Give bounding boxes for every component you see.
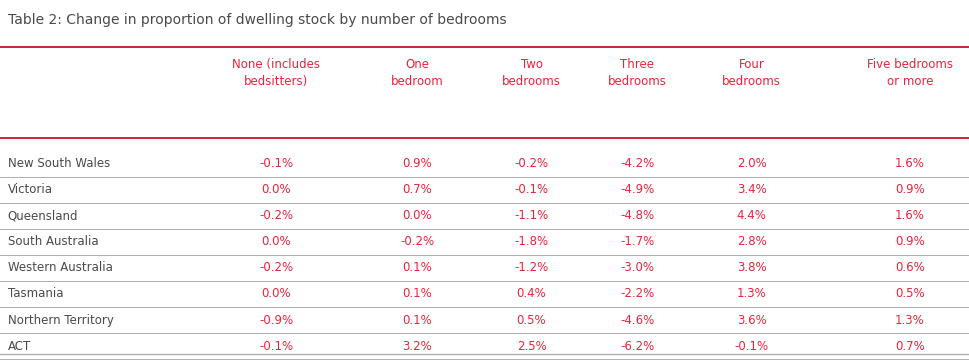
Text: -1.8%: -1.8%: [514, 235, 548, 248]
Text: 1.3%: 1.3%: [894, 313, 923, 327]
Text: Tasmania: Tasmania: [8, 287, 63, 300]
Text: 0.0%: 0.0%: [262, 183, 291, 196]
Text: South Australia: South Australia: [8, 235, 98, 248]
Text: Victoria: Victoria: [8, 183, 52, 196]
Text: 3.2%: 3.2%: [402, 340, 431, 353]
Text: -0.2%: -0.2%: [259, 261, 294, 274]
Text: -3.0%: -3.0%: [619, 261, 654, 274]
Text: -6.2%: -6.2%: [619, 340, 654, 353]
Text: 3.4%: 3.4%: [736, 183, 766, 196]
Text: 0.9%: 0.9%: [894, 183, 923, 196]
Text: 0.9%: 0.9%: [894, 235, 923, 248]
Text: Queensland: Queensland: [8, 209, 78, 222]
Text: 0.5%: 0.5%: [894, 287, 923, 300]
Text: New South Wales: New South Wales: [8, 157, 109, 170]
Text: -4.9%: -4.9%: [619, 183, 654, 196]
Text: 0.6%: 0.6%: [894, 261, 923, 274]
Text: 0.1%: 0.1%: [402, 287, 431, 300]
Text: Table 2: Change in proportion of dwelling stock by number of bedrooms: Table 2: Change in proportion of dwellin…: [8, 13, 506, 27]
Text: -4.6%: -4.6%: [619, 313, 654, 327]
Text: -0.9%: -0.9%: [259, 313, 294, 327]
Text: -1.1%: -1.1%: [514, 209, 548, 222]
Text: 0.7%: 0.7%: [402, 183, 431, 196]
Text: -0.2%: -0.2%: [259, 209, 294, 222]
Text: -0.1%: -0.1%: [514, 183, 548, 196]
Text: 1.6%: 1.6%: [894, 157, 923, 170]
Text: 2.8%: 2.8%: [736, 235, 766, 248]
Text: 0.0%: 0.0%: [262, 235, 291, 248]
Text: -1.2%: -1.2%: [514, 261, 548, 274]
Text: 0.7%: 0.7%: [894, 340, 923, 353]
Text: -0.1%: -0.1%: [734, 340, 768, 353]
Text: 1.3%: 1.3%: [736, 287, 766, 300]
Text: 0.9%: 0.9%: [402, 157, 431, 170]
Text: Two
bedrooms: Two bedrooms: [502, 58, 560, 88]
Text: -0.2%: -0.2%: [514, 157, 548, 170]
Text: 3.6%: 3.6%: [736, 313, 766, 327]
Text: 4.4%: 4.4%: [736, 209, 766, 222]
Text: 0.1%: 0.1%: [402, 313, 431, 327]
Text: -0.1%: -0.1%: [259, 157, 294, 170]
Text: 3.8%: 3.8%: [736, 261, 766, 274]
Text: 2.0%: 2.0%: [736, 157, 766, 170]
Text: 0.0%: 0.0%: [262, 287, 291, 300]
Text: -4.2%: -4.2%: [619, 157, 654, 170]
Text: -1.7%: -1.7%: [619, 235, 654, 248]
Text: One
bedroom: One bedroom: [391, 58, 443, 88]
Text: Northern Territory: Northern Territory: [8, 313, 113, 327]
Text: -2.2%: -2.2%: [619, 287, 654, 300]
Text: 2.5%: 2.5%: [516, 340, 546, 353]
Text: -4.8%: -4.8%: [619, 209, 654, 222]
Text: Four
bedrooms: Four bedrooms: [722, 58, 780, 88]
Text: 0.4%: 0.4%: [516, 287, 546, 300]
Text: Three
bedrooms: Three bedrooms: [608, 58, 666, 88]
Text: Five bedrooms
or more: Five bedrooms or more: [866, 58, 952, 88]
Text: 1.6%: 1.6%: [894, 209, 923, 222]
Text: Western Australia: Western Australia: [8, 261, 112, 274]
Text: None (includes
bedsitters): None (includes bedsitters): [233, 58, 320, 88]
Text: -0.2%: -0.2%: [399, 235, 434, 248]
Text: 0.1%: 0.1%: [402, 261, 431, 274]
Text: -0.1%: -0.1%: [259, 340, 294, 353]
Text: 0.0%: 0.0%: [402, 209, 431, 222]
Text: ACT: ACT: [8, 340, 31, 353]
Text: 0.5%: 0.5%: [516, 313, 546, 327]
